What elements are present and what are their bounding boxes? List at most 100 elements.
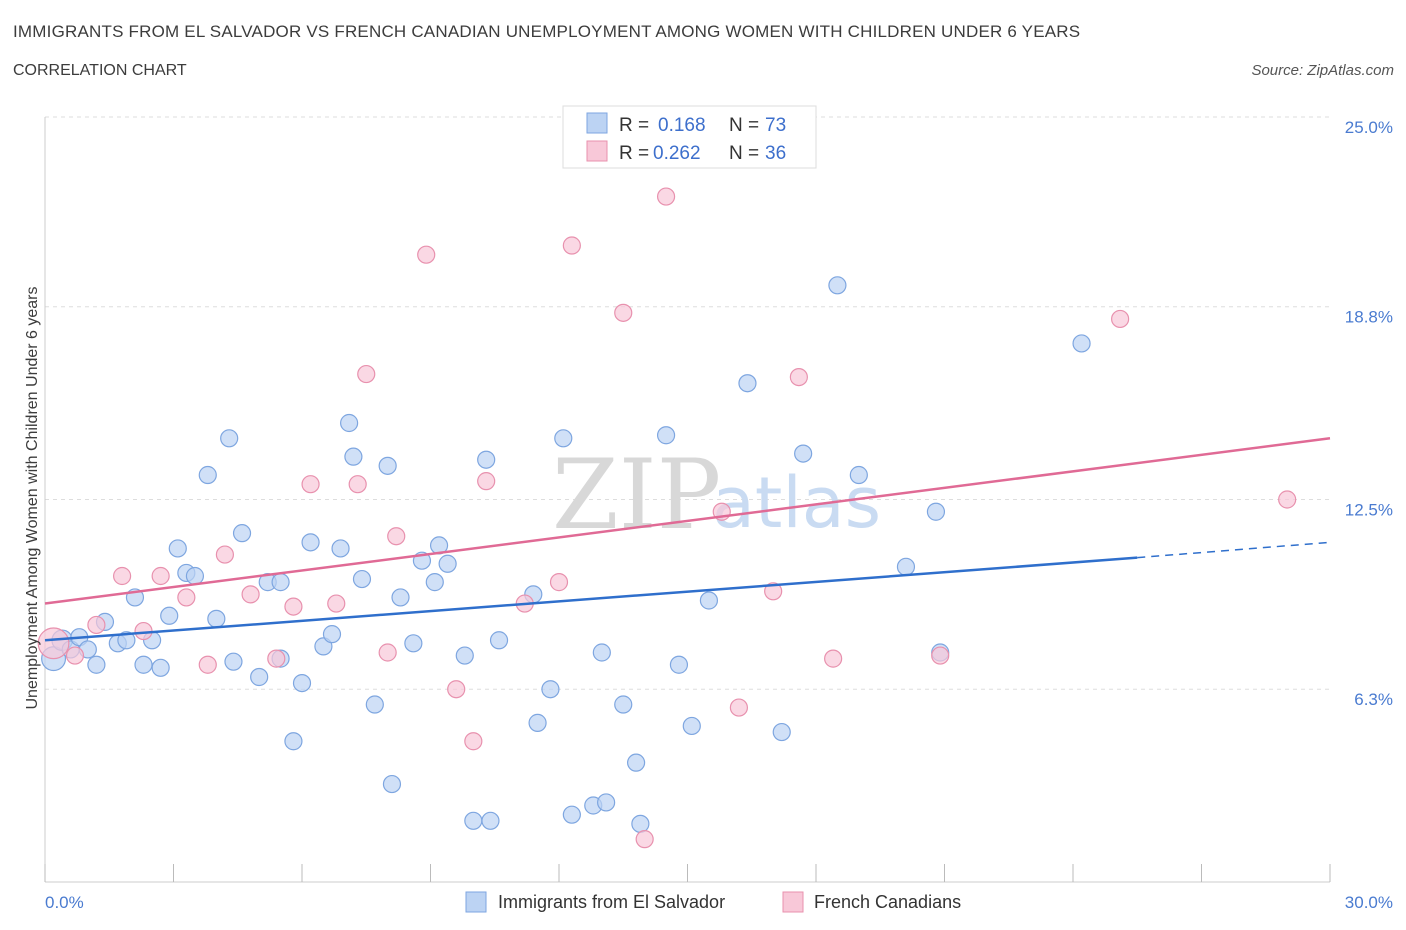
- bottom-legend-label-blue: Immigrants from El Salvador: [498, 892, 725, 912]
- point-el-salvador-44: [455, 646, 474, 665]
- point-el-salvador-33: [344, 447, 363, 466]
- point-french-canadian-15: [357, 364, 376, 384]
- point-french-canadian-23: [549, 573, 569, 592]
- point-el-salvador-58: [626, 753, 646, 772]
- point-el-salvador-63: [699, 591, 719, 610]
- point-french-canadian-30: [764, 582, 783, 601]
- point-french-canadian-1: [65, 646, 85, 665]
- x-tick-label-min: 0.0%: [45, 893, 84, 912]
- point-french-canadian-12: [301, 475, 320, 494]
- point-el-salvador-47: [481, 811, 500, 830]
- point-french-canadian-17: [387, 527, 406, 546]
- point-el-salvador-14: [168, 539, 187, 558]
- bottom-legend-swatch-pink: [782, 891, 804, 913]
- point-el-salvador-19: [220, 429, 239, 448]
- y-tick-label-3: 25.0%: [1345, 118, 1393, 137]
- axes: [44, 117, 1331, 883]
- point-el-salvador-31: [331, 539, 350, 558]
- point-el-salvador-26: [284, 732, 303, 751]
- point-el-salvador-18: [207, 609, 226, 628]
- point-el-salvador-39: [404, 634, 423, 653]
- point-el-salvador-48: [489, 631, 509, 650]
- point-el-salvador-22: [250, 667, 269, 687]
- legend-r-label-pink: R =: [619, 143, 649, 164]
- chart-title: IMMIGRANTS FROM EL SALVADOR VS FRENCH CA…: [13, 22, 1081, 41]
- point-french-canadian-6: [177, 588, 196, 607]
- point-el-salvador-53: [562, 805, 581, 824]
- x-tick-label-max: 30.0%: [1345, 893, 1393, 912]
- point-french-canadian-26: [635, 830, 654, 849]
- point-french-canadian-27: [656, 187, 676, 206]
- point-el-salvador-62: [682, 716, 701, 736]
- point-el-salvador-56: [597, 793, 616, 812]
- point-french-canadian-18: [417, 245, 436, 264]
- point-el-salvador-35: [365, 695, 384, 714]
- point-el-salvador-60: [656, 426, 676, 445]
- point-french-canadian-35: [1278, 490, 1297, 509]
- point-el-salvador-43: [438, 554, 457, 573]
- legend-r-value-blue: 0.168: [658, 115, 706, 136]
- point-french-canadian-8: [215, 545, 234, 564]
- point-el-salvador-37: [382, 774, 402, 794]
- point-french-canadian-7: [198, 655, 217, 674]
- point-el-salvador-41: [425, 573, 444, 592]
- trend-line-french-canadian: [44, 437, 1331, 605]
- point-french-canadian-20: [464, 732, 483, 751]
- point-french-canadian-34: [1111, 309, 1130, 329]
- legend-n-label-pink: N =: [729, 143, 759, 164]
- point-el-salvador-66: [794, 444, 813, 463]
- point-french-canadian-5: [151, 566, 170, 586]
- legend-n-label-blue: N =: [729, 115, 759, 136]
- point-el-salvador-72: [1072, 334, 1091, 353]
- legend-swatch-pink: [586, 140, 608, 162]
- point-french-canadian-29: [729, 698, 749, 717]
- point-el-salvador-69: [896, 557, 916, 576]
- point-french-canadian-9: [241, 585, 260, 604]
- point-el-salvador-45: [464, 811, 483, 830]
- y-tick-label-0: 6.3%: [1354, 690, 1393, 709]
- point-french-canadian-25: [614, 303, 633, 322]
- point-el-salvador-8: [117, 631, 136, 650]
- point-el-salvador-28: [301, 533, 320, 552]
- y-tick-label-1: 12.5%: [1345, 501, 1393, 520]
- point-french-canadian-33: [931, 646, 950, 665]
- legend-n-value-blue: 73: [765, 115, 786, 136]
- point-french-canadian-21: [477, 472, 496, 491]
- point-el-salvador-34: [352, 569, 372, 589]
- point-el-salvador-10: [134, 655, 153, 674]
- chart-subtitle: CORRELATION CHART: [13, 62, 187, 79]
- bottom-legend: Immigrants from El Salvador French Canad…: [465, 891, 961, 913]
- point-el-salvador-20: [224, 652, 243, 671]
- point-french-canadian-32: [824, 649, 843, 668]
- point-el-salvador-55: [592, 643, 611, 662]
- y-tick-labels: 6.3% 12.5% 18.8% 25.0%: [1345, 118, 1393, 709]
- source-credit: Source: ZipAtlas.com: [1251, 62, 1394, 79]
- point-french-canadian-24: [562, 236, 581, 255]
- point-el-salvador-13: [160, 606, 179, 625]
- point-el-salvador-27: [292, 673, 312, 693]
- bottom-legend-swatch-blue: [465, 891, 487, 913]
- point-el-salvador-25: [271, 573, 290, 592]
- trend-line-el-salvador-extension: [1137, 541, 1331, 559]
- point-el-salvador-12: [151, 658, 170, 677]
- point-el-salvador-70: [926, 502, 946, 521]
- point-french-canadian-2: [87, 615, 106, 635]
- trend-line-el-salvador: [44, 556, 1138, 642]
- top-legend: R = 0.168 N = 73 R = 0.262 N = 36: [562, 105, 817, 169]
- legend-r-value-pink: 0.262: [653, 143, 701, 164]
- legend-n-value-pink: 36: [765, 143, 786, 164]
- point-el-salvador-59: [631, 814, 650, 833]
- legend-swatch-blue: [586, 112, 608, 134]
- watermark: ZIP atlas: [552, 439, 881, 551]
- point-french-canadian-31: [789, 368, 808, 387]
- point-el-salvador-30: [322, 625, 342, 644]
- point-el-salvador-5: [87, 655, 106, 674]
- point-el-salvador-32: [340, 413, 359, 433]
- point-el-salvador-68: [849, 465, 868, 485]
- point-french-canadian-4: [134, 621, 153, 641]
- point-french-canadian-11: [284, 597, 303, 616]
- point-el-salvador-21: [232, 524, 252, 543]
- point-french-canadian-0: [37, 627, 70, 660]
- point-french-canadian-14: [348, 475, 367, 494]
